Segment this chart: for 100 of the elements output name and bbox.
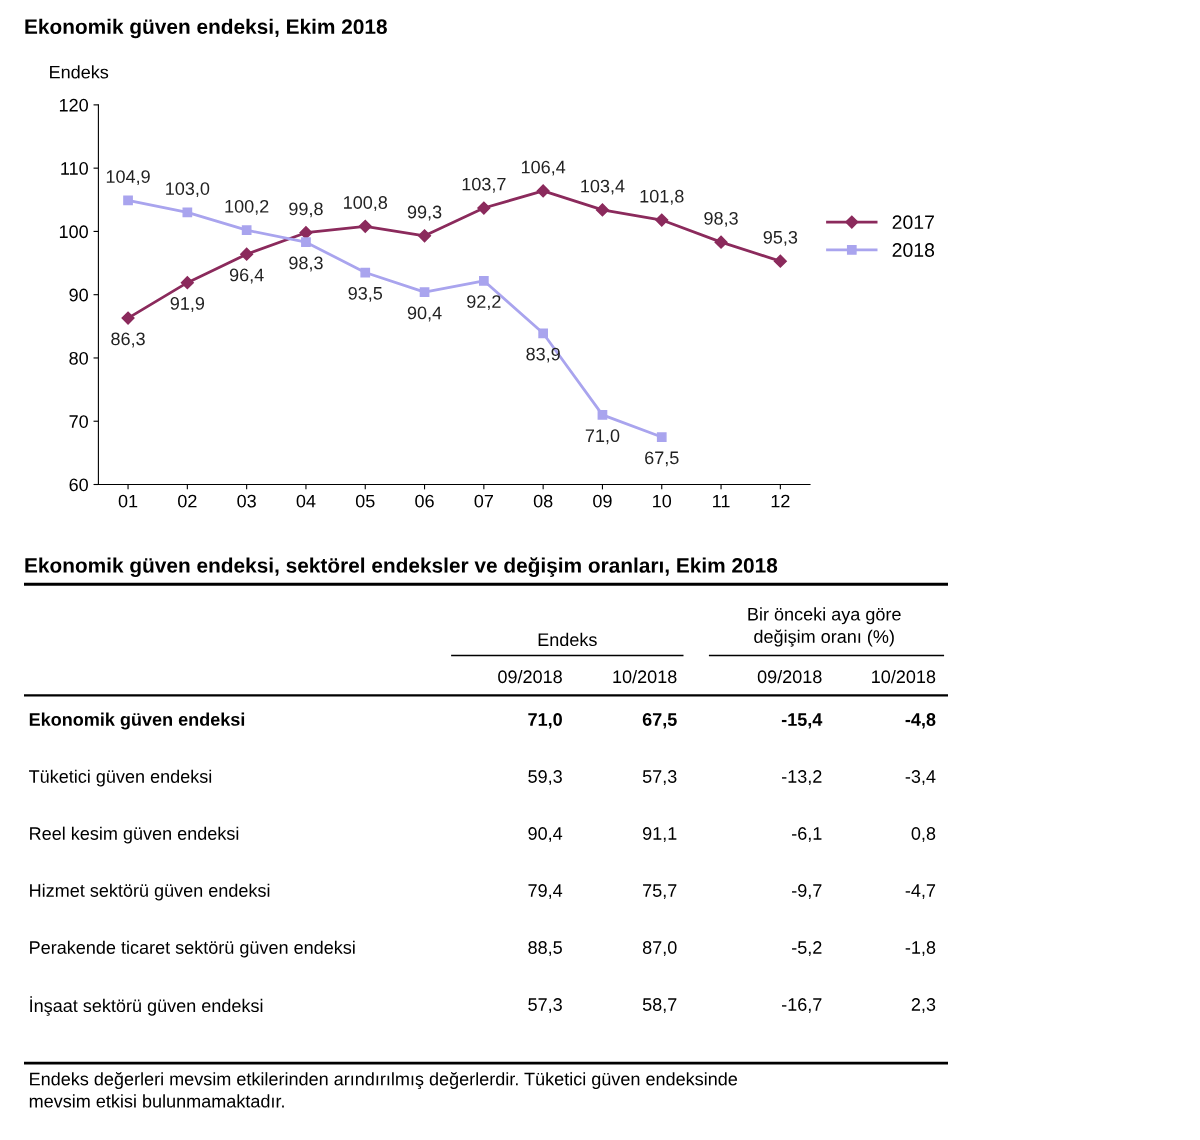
text: 58,7 bbox=[642, 998, 677, 1014]
category-label: 10/2018 bbox=[613, 669, 677, 684]
y-tick-label: 100 bbox=[59, 225, 88, 239]
data-label: 103,7 bbox=[462, 177, 506, 193]
text: -15,4 bbox=[781, 713, 823, 729]
data-label: 91,9 bbox=[170, 297, 205, 312]
point bbox=[655, 213, 669, 227]
y-tick-label: 70 bbox=[69, 415, 88, 428]
data-label: 101,8 bbox=[640, 189, 684, 205]
data-label: 100,8 bbox=[344, 196, 388, 212]
data-label: 98,3 bbox=[704, 211, 738, 227]
text: 2,3 bbox=[911, 998, 936, 1014]
data-label: 83,9 bbox=[526, 347, 560, 363]
category-label: İnşaat sektörü güven endeksi bbox=[30, 996, 263, 1016]
chart-title: Ekonomik güven endeksi, Ekim 2018 bbox=[25, 18, 387, 39]
text: 67,5 bbox=[642, 713, 677, 729]
data-label: 106,4 bbox=[521, 160, 566, 176]
legend-label: 2018 bbox=[892, 243, 935, 257]
text: -6,1 bbox=[792, 827, 822, 843]
data-label: 99,8 bbox=[289, 202, 323, 218]
x-tick-label: 05 bbox=[355, 494, 375, 508]
text: -4,8 bbox=[905, 713, 936, 729]
x-tick-label: 10 bbox=[653, 494, 672, 508]
category-label: Perakende ticaret sektörü güven endeksi bbox=[30, 940, 355, 958]
point bbox=[536, 184, 550, 198]
data-label: 90,4 bbox=[407, 306, 442, 322]
x-tick-label: 06 bbox=[415, 494, 434, 508]
text: Endeks bbox=[538, 632, 597, 647]
text: -9,7 bbox=[792, 884, 822, 900]
y-tick-label: 60 bbox=[69, 478, 88, 492]
data-label: 93,5 bbox=[348, 286, 383, 302]
data-label: 86,3 bbox=[111, 332, 145, 348]
data-label: 103,4 bbox=[581, 179, 625, 195]
point bbox=[595, 203, 610, 217]
x-tick-label: 09 bbox=[593, 494, 612, 508]
text: -4,7 bbox=[905, 884, 936, 900]
data-label: 104,9 bbox=[106, 170, 150, 186]
y-tick-label: 120 bbox=[59, 98, 88, 112]
category-label: 09/2018 bbox=[498, 669, 562, 684]
point bbox=[597, 410, 608, 420]
data-label: 99,3 bbox=[407, 205, 442, 221]
data-label: 92,2 bbox=[467, 295, 501, 311]
data-label: 100,2 bbox=[225, 199, 269, 215]
point bbox=[360, 267, 371, 278]
category-label: Hizmet sektörü güven endeksi bbox=[30, 883, 270, 901]
point bbox=[538, 328, 549, 339]
text: 87,0 bbox=[642, 941, 677, 957]
text: -3,4 bbox=[905, 770, 936, 786]
point bbox=[478, 275, 489, 286]
point bbox=[182, 207, 193, 218]
point bbox=[419, 287, 430, 298]
x-tick-label: 01 bbox=[118, 494, 138, 508]
point bbox=[301, 237, 311, 248]
data-label: 96,4 bbox=[229, 268, 264, 284]
y-tick-label: 90 bbox=[69, 288, 88, 302]
text: 57,3 bbox=[528, 998, 562, 1014]
point bbox=[417, 229, 432, 243]
text: 71,0 bbox=[528, 713, 562, 729]
point bbox=[180, 276, 194, 290]
point bbox=[714, 235, 728, 249]
text: -5,2 bbox=[792, 941, 822, 957]
text: Endeks değerleri mevsim etkilerinden arındırılmış değerlerdir. Tüketici güven endeksinde mevsim etkisi bulunmamaktadır. bbox=[29, 1071, 738, 1108]
point bbox=[299, 226, 313, 240]
x-tick-label: 12 bbox=[771, 494, 790, 508]
point bbox=[477, 201, 491, 215]
legend-label: 2017 bbox=[892, 215, 934, 230]
text: -13,2 bbox=[781, 770, 822, 786]
text: 79,4 bbox=[528, 884, 563, 900]
y-axis-title: Endeks bbox=[50, 65, 109, 79]
text: 75,7 bbox=[643, 884, 677, 900]
point bbox=[241, 225, 252, 236]
point bbox=[123, 195, 133, 206]
text: 88,5 bbox=[528, 941, 562, 957]
x-tick-label: 08 bbox=[533, 494, 553, 508]
text: -16,7 bbox=[781, 998, 822, 1014]
x-tick-label: 02 bbox=[178, 494, 197, 508]
point bbox=[240, 247, 254, 261]
text: 91,1 bbox=[642, 827, 677, 843]
x-tick-label: 11 bbox=[713, 494, 730, 508]
x-tick-label: 07 bbox=[474, 494, 493, 508]
x-tick-label: 04 bbox=[296, 494, 316, 508]
data-label: 95,3 bbox=[763, 230, 798, 246]
text: Bir önceki aya göre değişim oranı (%) bbox=[748, 607, 901, 647]
point bbox=[656, 432, 667, 442]
x-tick-label: 03 bbox=[237, 494, 256, 508]
category-label: 10/2018 bbox=[872, 669, 936, 684]
y-tick-label: 80 bbox=[69, 351, 88, 365]
data-label: 71,0 bbox=[585, 429, 620, 445]
point bbox=[358, 219, 372, 233]
point bbox=[121, 311, 135, 325]
category-label: Reel kesim güven endeksi bbox=[30, 826, 239, 844]
category-label: 09/2018 bbox=[757, 669, 822, 684]
text: 0,8 bbox=[911, 827, 936, 843]
data-label: 103,0 bbox=[166, 182, 210, 198]
category-label: Ekonomik güven endeksi bbox=[29, 712, 245, 730]
text: Ekonomik güven endeksi, sektörel endeksler ve değişim oranları, Ekim 2018 bbox=[25, 557, 778, 578]
data-label: 98,3 bbox=[289, 256, 323, 272]
point bbox=[773, 254, 787, 268]
text: 59,3 bbox=[528, 770, 562, 786]
y-tick-label: 110 bbox=[61, 162, 88, 175]
